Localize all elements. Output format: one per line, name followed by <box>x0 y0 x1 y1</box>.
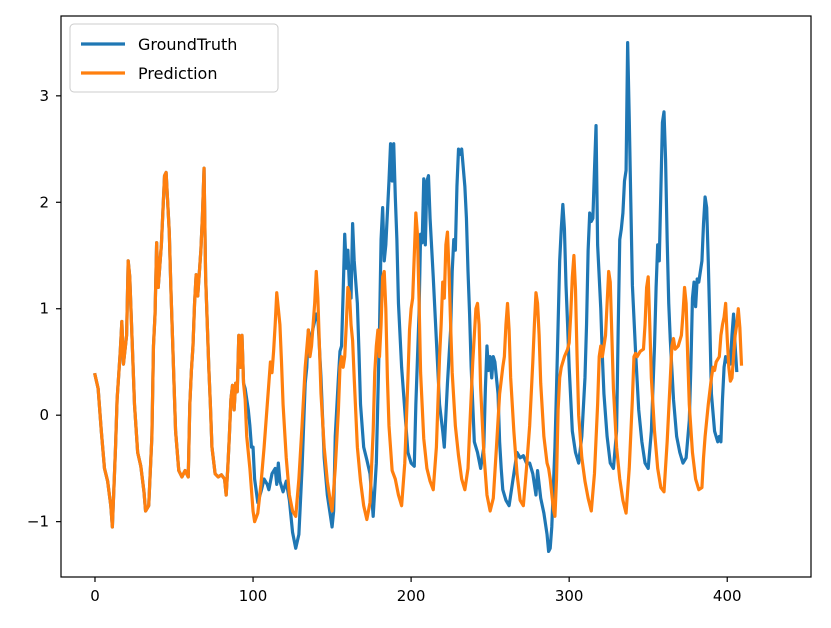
y-tick-label: −1 <box>27 513 49 531</box>
y-tick-label: 2 <box>39 193 49 211</box>
y-tick-label: 0 <box>39 406 49 424</box>
y-tick-label: 1 <box>39 300 49 318</box>
x-tick-label: 200 <box>397 587 426 605</box>
x-tick-label: 100 <box>239 587 268 605</box>
y-axis: −1 0 1 2 3 <box>27 87 61 531</box>
legend-box <box>69 23 279 93</box>
legend: GroundTruth Prediction <box>69 23 279 93</box>
x-axis: 0 100 200 300 400 <box>90 577 742 605</box>
x-tick-label: 400 <box>713 587 742 605</box>
plot-area <box>93 41 744 554</box>
series-line-prediction <box>93 166 744 529</box>
axes-frame <box>60 15 812 578</box>
x-tick-label: 0 <box>90 587 100 605</box>
y-tick-label: 3 <box>39 87 49 105</box>
series-line-groundtruth <box>93 41 739 554</box>
x-tick-label: 300 <box>555 587 584 605</box>
legend-label-groundtruth: GroundTruth <box>138 35 237 54</box>
legend-label-prediction: Prediction <box>138 64 217 83</box>
